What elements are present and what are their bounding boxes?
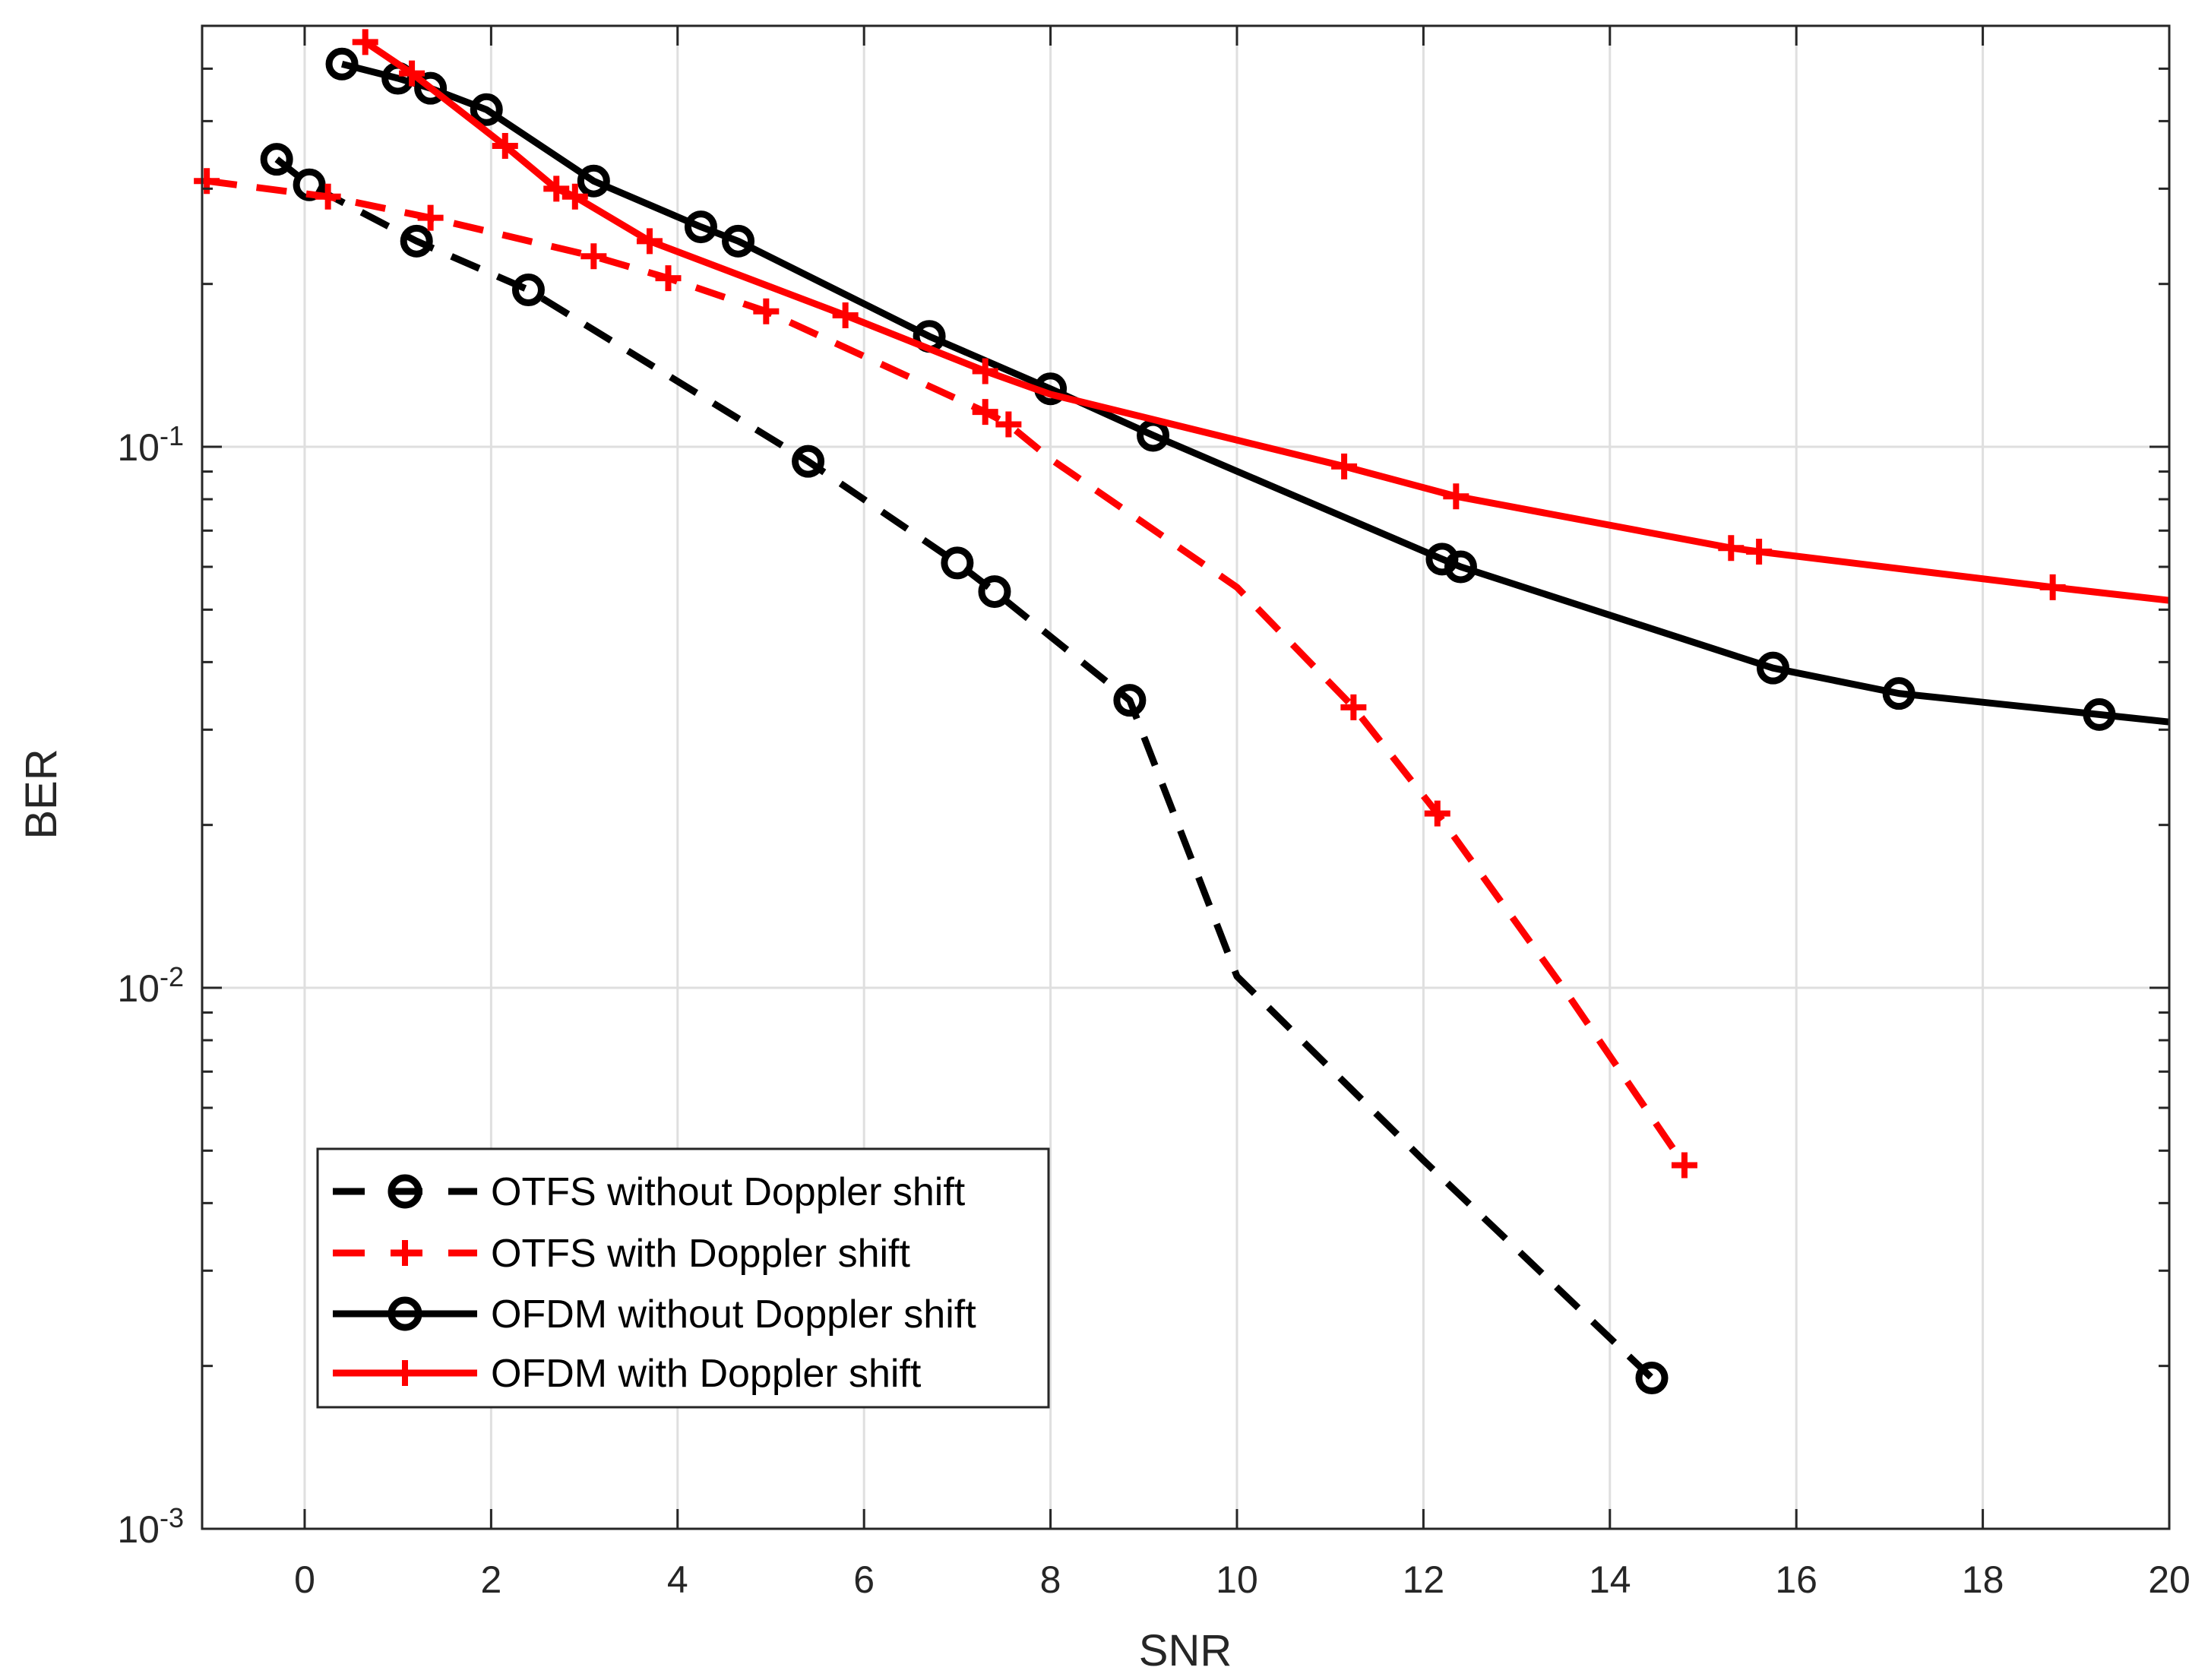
- y-tick-label-exponent: -1: [160, 420, 184, 451]
- x-tick-labels: 0 2 4 6 8 10 12 14 16 18 20: [294, 1558, 2191, 1601]
- circle-marker: [1444, 550, 1477, 584]
- circle-marker: [400, 224, 433, 258]
- circle-marker: [722, 224, 755, 258]
- circle-marker: [1113, 684, 1147, 717]
- x-tick-label: 6: [853, 1558, 875, 1601]
- series-3: [325, 47, 2170, 731]
- series-2: [194, 168, 1697, 1179]
- circle-marker: [684, 210, 717, 244]
- circle-marker: [293, 168, 326, 201]
- series-layer: [194, 29, 2170, 1395]
- x-tick-label: 4: [667, 1558, 688, 1601]
- y-tick-label-exponent: -2: [160, 961, 184, 992]
- series-line: [340, 60, 2170, 726]
- legend-label-2: OTFS with Doppler shift: [491, 1232, 910, 1276]
- circle-marker: [325, 47, 359, 81]
- x-tick-label: 8: [1040, 1558, 1061, 1601]
- legend: OTFS without Doppler shift OTFS with Dopp…: [316, 1147, 1050, 1409]
- legend-label-4: OFDM with Doppler shift: [491, 1352, 922, 1396]
- x-tick-label: 20: [2148, 1558, 2191, 1601]
- circle-marker: [1757, 651, 1790, 685]
- x-axis-label: SNR: [1139, 1626, 1232, 1675]
- circle-marker: [792, 445, 825, 478]
- axes-frame: [201, 24, 2171, 1530]
- series-line: [206, 177, 1688, 1168]
- axes-box: [201, 24, 2171, 1530]
- x-tick-label: 12: [1403, 1558, 1445, 1601]
- circle-marker: [511, 274, 545, 307]
- tick-marks: [202, 26, 2171, 1530]
- circle-marker: [414, 71, 448, 105]
- y-tick-label-base: 10: [117, 426, 160, 469]
- legend-box: [316, 1147, 1050, 1409]
- y-axis-label: BER: [17, 748, 66, 839]
- circle-marker: [1635, 1362, 1669, 1395]
- circle-marker: [260, 143, 293, 176]
- legend-label-1: OTFS without Doppler shift: [491, 1170, 966, 1214]
- circle-marker: [470, 93, 503, 126]
- x-tick-label: 10: [1216, 1558, 1258, 1601]
- y-tick-label-exponent: -3: [160, 1502, 184, 1533]
- circle-marker: [577, 164, 610, 198]
- x-tick-label: 2: [480, 1558, 501, 1601]
- y-tick-label: 10-2: [117, 961, 184, 1010]
- y-tick-label: 10-1: [117, 420, 184, 469]
- circle-marker: [978, 575, 1011, 609]
- circle-marker: [941, 546, 974, 580]
- circle-marker: [2083, 698, 2116, 731]
- circle-marker: [1882, 677, 1915, 710]
- x-tick-label: 18: [1962, 1558, 2004, 1601]
- series-1: [260, 143, 1669, 1395]
- x-tick-label: 14: [1589, 1558, 1631, 1601]
- series-line: [274, 157, 1655, 1381]
- x-tick-label: 16: [1775, 1558, 1817, 1601]
- legend-label-3: OFDM without Doppler shift: [491, 1292, 976, 1337]
- y-tick-label: 10-3: [117, 1502, 184, 1551]
- y-tick-labels: 10-110-210-3: [117, 420, 184, 1551]
- circle-marker: [388, 1296, 422, 1331]
- series-4: [352, 29, 2170, 604]
- y-tick-label-base: 10: [117, 1508, 160, 1551]
- x-tick-label: 0: [294, 1558, 315, 1601]
- circle-marker: [388, 1174, 422, 1209]
- y-tick-label-base: 10: [117, 967, 160, 1010]
